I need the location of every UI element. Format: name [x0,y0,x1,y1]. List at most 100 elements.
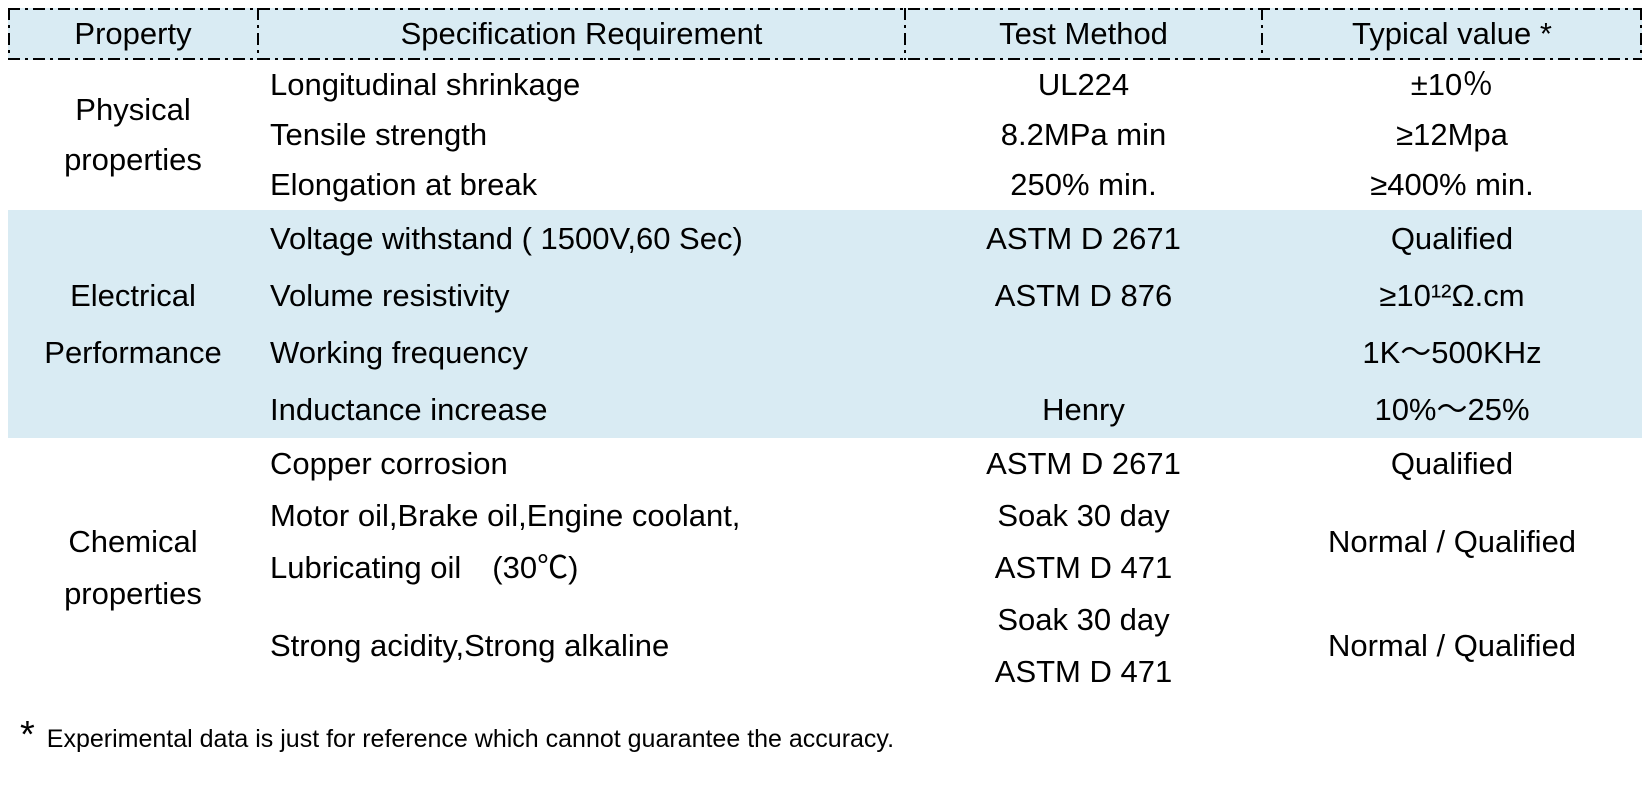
typical-line: Normal / Qualified [1327,628,1577,663]
property-line: Physical [75,92,191,127]
property-cell: Chemical properties [8,438,258,698]
section-rows: Longitudinal shrinkage UL224 ±10％ Tensile s… [258,60,1642,210]
test-line: ASTM D 2671 [986,446,1181,481]
table-row: Strong acidity,Strong alkaline Soak 30 da… [258,594,1642,698]
property-line: Electrical [70,278,196,313]
section-rows: Copper corrosion ASTM D 2671 Qualified Moto… [258,438,1642,698]
table-row: Elongation at break 250% min. ≥400% min. [258,160,1642,210]
header-test-method: Test Method [999,16,1168,51]
typical-value-cell: Qualified [1262,210,1642,267]
spec-table: Property Specification Requirement Test … [8,8,1642,698]
test-method-cell: 250% min. [905,160,1262,210]
test-line: Soak 30 day [997,498,1170,533]
spec-cell: Working frequency [258,324,905,381]
property-line: properties [64,142,202,177]
footnote-asterisk: * [20,714,35,756]
header-border-bottom [8,58,1642,60]
table-row: Volume resistivity ASTM D 876 ≥10¹²Ω.cm [258,267,1642,324]
table-row: Inductance increase Henry 10%～25% [258,381,1642,438]
table-row: Voltage withstand ( 1500V,60 Sec) ASTM D … [258,210,1642,267]
test-line: ASTM D 471 [994,654,1173,689]
test-line: 8.2MPa min [1000,117,1167,152]
spec-cell: Copper corrosion [258,438,905,490]
spec-line: Motor oil,Brake oil,Engine coolant, [270,498,741,533]
table-row: Motor oil,Brake oil,Engine coolant, Lubri… [258,490,1642,594]
spec-line: Elongation at break [270,167,538,202]
test-line: ASTM D 471 [994,550,1173,585]
property-cell: Physical properties [8,60,258,210]
spec-cell: Inductance increase [258,381,905,438]
header-divider-2 [904,8,906,60]
test-method-cell: Soak 30 day ASTM D 471 [905,490,1262,594]
test-method-cell: ASTM D 2671 [905,210,1262,267]
typical-value-cell: ±10％ [1262,60,1642,110]
typical-line: ±10％ [1410,67,1494,102]
typical-value-cell: Normal / Qualified [1262,594,1642,698]
test-line: ASTM D 2671 [986,221,1181,256]
spec-line: Working frequency [270,335,528,370]
test-line: UL224 [1037,67,1130,102]
header-divider-3 [1261,8,1263,60]
property-line: properties [64,576,202,611]
header-typical-value: Typical value * [1352,16,1552,51]
test-method-cell: UL224 [905,60,1262,110]
typical-value-cell: Normal / Qualified [1262,490,1642,594]
property-line: Performance [44,335,222,370]
spec-cell: Strong acidity,Strong alkaline [258,594,905,698]
footnote-text: Experimental data is just for reference … [46,725,895,753]
spec-line: Copper corrosion [270,446,508,481]
test-method-cell [905,324,1262,381]
spec-line: Volume resistivity [270,278,510,313]
table-header: Property Specification Requirement Test … [8,8,1642,60]
spec-line: Longitudinal shrinkage [270,67,581,102]
footnote: * Experimental data is just for referenc… [8,716,1652,754]
table-row: Tensile strength 8.2MPa min ≥12Mpa [258,110,1642,160]
typical-value-cell: ≥10¹²Ω.cm [1262,267,1642,324]
section-chemical-properties: Chemical properties Copper corrosion ASTM D… [8,438,1642,698]
typical-value-cell: ≥400% min. [1262,160,1642,210]
property-line: Chemical [68,524,198,559]
typical-line: Qualified [1390,221,1514,256]
spec-line: Strong acidity,Strong alkaline [270,628,670,663]
typical-line: 10%～25% [1374,392,1530,427]
test-method-cell: ASTM D 876 [905,267,1262,324]
typical-value-cell: Qualified [1262,438,1642,490]
test-line: ASTM D 876 [994,278,1173,313]
typical-line: ≥12Mpa [1396,117,1508,152]
spec-cell: Motor oil,Brake oil,Engine coolant, Lubri… [258,490,905,594]
table-row: Copper corrosion ASTM D 2671 Qualified [258,438,1642,490]
spec-cell: Elongation at break [258,160,905,210]
typical-line: Normal / Qualified [1327,524,1577,559]
typical-line: 1K～500KHz [1362,335,1542,370]
typical-value-cell: 10%～25% [1262,381,1642,438]
spec-line: Tensile strength [270,117,488,152]
test-method-cell: Soak 30 day ASTM D 471 [905,594,1262,698]
typical-line: ≥10¹²Ω.cm [1379,278,1525,313]
spec-cell: Longitudinal shrinkage [258,60,905,110]
typical-value-cell: 1K～500KHz [1262,324,1642,381]
header-border-top [8,8,1642,10]
section-electrical-performance: Electrical Performance Voltage withstand (… [8,210,1642,438]
header-border-right [1640,8,1642,60]
property-cell: Electrical Performance [8,210,258,438]
spec-cell: Tensile strength [258,110,905,160]
section-rows: Voltage withstand ( 1500V,60 Sec) ASTM D … [258,210,1642,438]
typical-line: Qualified [1390,446,1514,481]
section-physical-properties: Physical properties Longitudinal shrinkage… [8,60,1642,210]
header-border-left [8,8,10,60]
test-line: Soak 30 day [997,602,1170,637]
spec-line: Inductance increase [270,392,548,427]
test-method-cell: Henry [905,381,1262,438]
header-specification-requirement: Specification Requirement [400,16,763,51]
test-method-cell: ASTM D 2671 [905,438,1262,490]
test-line: Henry [1042,392,1125,427]
test-method-cell: 8.2MPa min [905,110,1262,160]
typical-value-cell: ≥12Mpa [1262,110,1642,160]
header-property: Property [74,16,192,51]
table-body: Physical properties Longitudinal shrinkage… [8,60,1642,698]
spec-line: Voltage withstand ( 1500V,60 Sec) [270,221,743,256]
spec-cell: Volume resistivity [258,267,905,324]
table-row: Longitudinal shrinkage UL224 ±10％ [258,60,1642,110]
spec-cell: Voltage withstand ( 1500V,60 Sec) [258,210,905,267]
